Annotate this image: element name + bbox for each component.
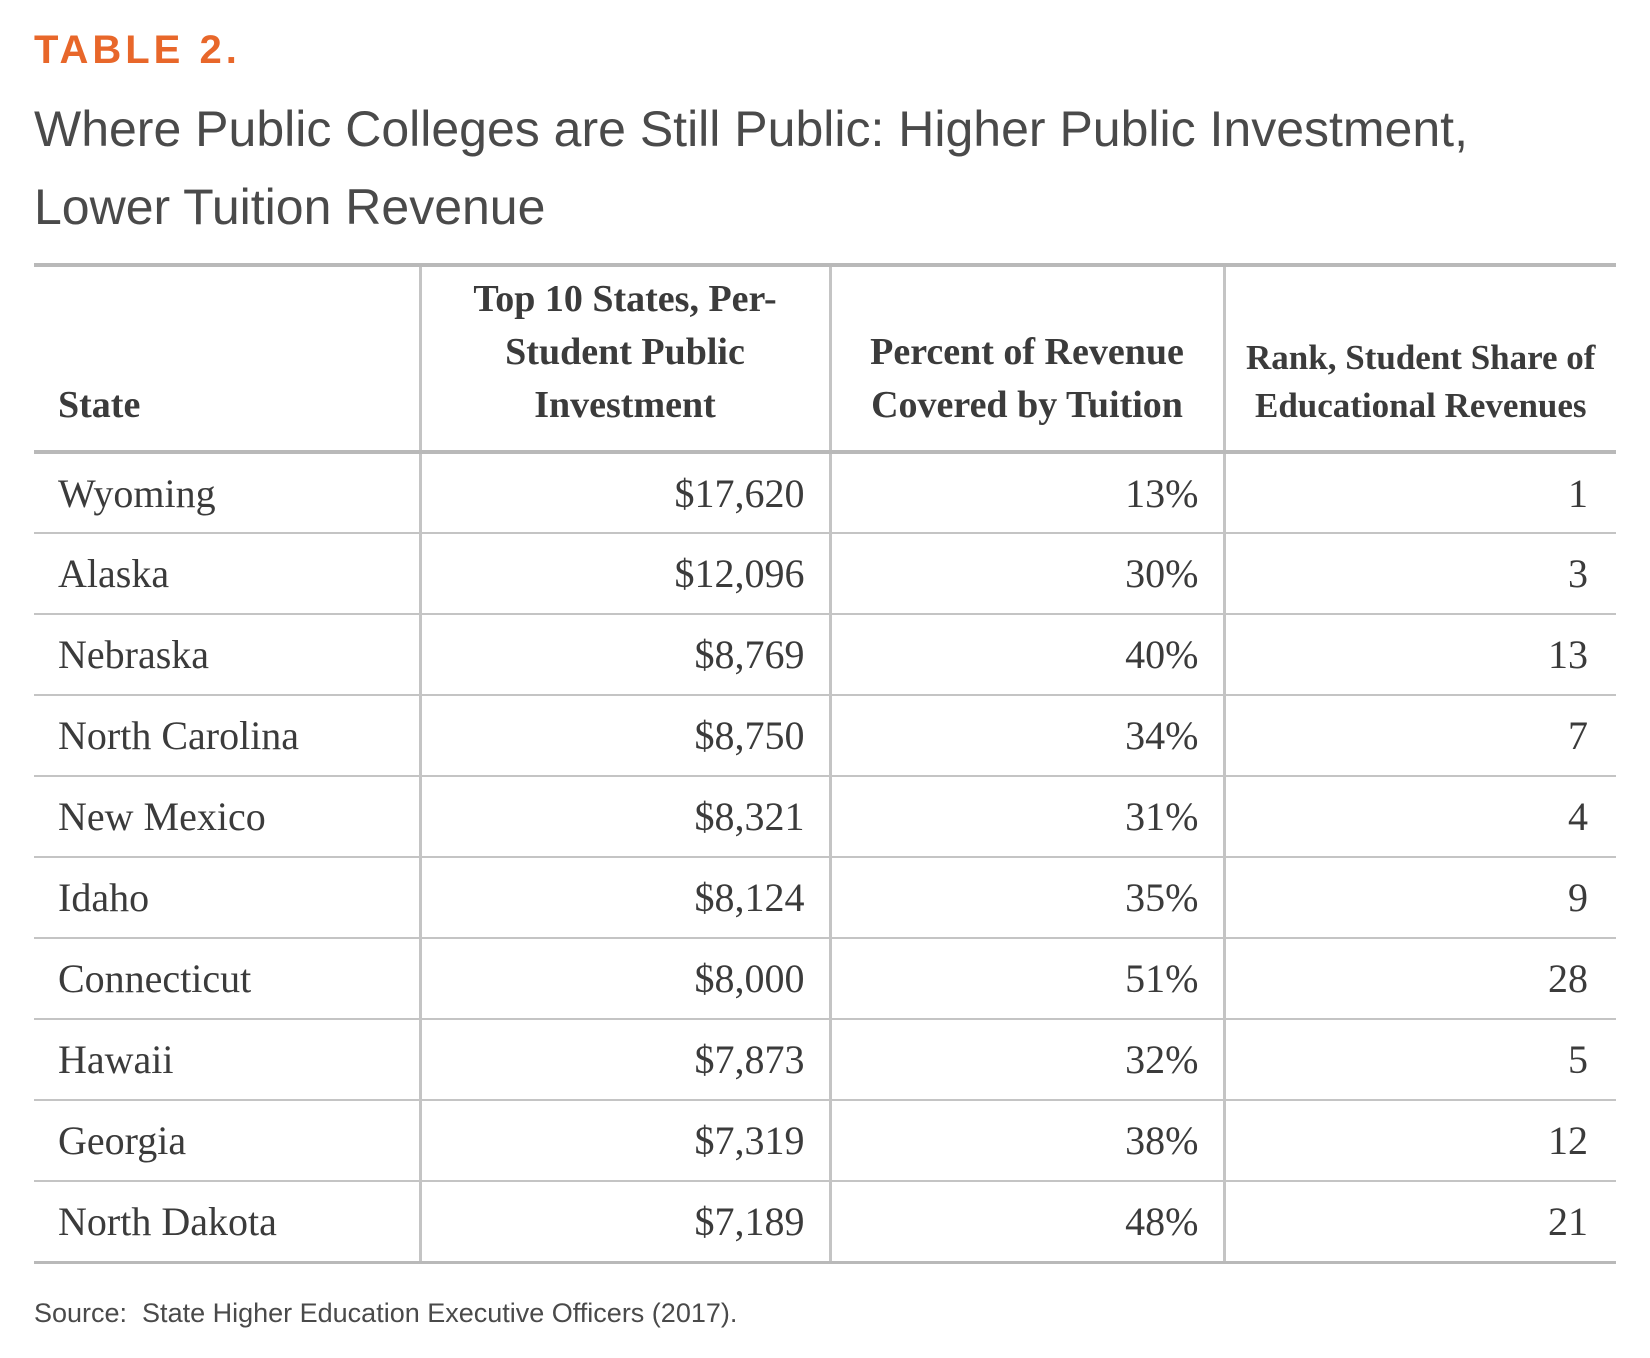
- table-row: Hawaii $7,873 32% 5: [34, 1019, 1616, 1101]
- cell-rank: 7: [1222, 695, 1616, 777]
- cell-state: Hawaii: [34, 1019, 420, 1101]
- cell-tuition-percent: 32%: [828, 1019, 1224, 1101]
- cell-investment: $8,321: [418, 776, 830, 858]
- cell-state: Nebraska: [34, 614, 420, 696]
- cell-tuition-percent: 35%: [828, 857, 1224, 939]
- table-row: North Dakota $7,189 48% 21: [34, 1181, 1616, 1264]
- column-header-state: State: [34, 263, 420, 454]
- cell-rank: 9: [1222, 857, 1616, 939]
- cell-rank: 5: [1222, 1019, 1616, 1101]
- table-row: New Mexico $8,321 31% 4: [34, 776, 1616, 858]
- cell-rank: 3: [1222, 533, 1616, 615]
- cell-investment: $8,750: [418, 695, 830, 777]
- cell-rank: 12: [1222, 1100, 1616, 1182]
- cell-investment: $17,620: [418, 452, 830, 534]
- cell-investment: $8,769: [418, 614, 830, 696]
- table-body: Wyoming $17,620 13% 1 Alaska $12,096 30%…: [34, 452, 1616, 1264]
- cell-state: New Mexico: [34, 776, 420, 858]
- cell-tuition-percent: 51%: [828, 938, 1224, 1020]
- cell-investment: $8,124: [418, 857, 830, 939]
- table-row: North Carolina $8,750 34% 7: [34, 695, 1616, 777]
- cell-tuition-percent: 40%: [828, 614, 1224, 696]
- table-row: Connecticut $8,000 51% 28: [34, 938, 1616, 1020]
- cell-state: Alaska: [34, 533, 420, 615]
- cell-rank: 28: [1222, 938, 1616, 1020]
- table-row: Georgia $7,319 38% 12: [34, 1100, 1616, 1182]
- table-header-row: State Top 10 States, Per-Student Public …: [34, 263, 1616, 454]
- table-title: Where Public Colleges are Still Public: …: [34, 101, 1468, 235]
- cell-investment: $7,189: [418, 1181, 830, 1264]
- cell-tuition-percent: 13%: [828, 452, 1224, 534]
- source-note: Source: State Higher Education Executive…: [34, 1298, 738, 1328]
- cell-tuition-percent: 30%: [828, 533, 1224, 615]
- cell-state: Idaho: [34, 857, 420, 939]
- cell-tuition-percent: 31%: [828, 776, 1224, 858]
- cell-rank: 1: [1222, 452, 1616, 534]
- cell-state: Wyoming: [34, 452, 420, 534]
- table-row: Wyoming $17,620 13% 1: [34, 452, 1616, 534]
- table-row: Idaho $8,124 35% 9: [34, 857, 1616, 939]
- cell-state: Connecticut: [34, 938, 420, 1020]
- cell-state: Georgia: [34, 1100, 420, 1182]
- cell-rank: 21: [1222, 1181, 1616, 1264]
- cell-rank: 4: [1222, 776, 1616, 858]
- cell-state: North Carolina: [34, 695, 420, 777]
- cell-investment: $8,000: [418, 938, 830, 1020]
- table-kicker: TABLE 2.: [34, 28, 241, 72]
- data-table-container: State Top 10 States, Per-Student Public …: [34, 263, 1616, 1264]
- cell-state: North Dakota: [34, 1181, 420, 1264]
- data-table: State Top 10 States, Per-Student Public …: [34, 263, 1616, 1264]
- cell-tuition-percent: 38%: [828, 1100, 1224, 1182]
- cell-tuition-percent: 34%: [828, 695, 1224, 777]
- cell-tuition-percent: 48%: [828, 1181, 1224, 1264]
- cell-rank: 13: [1222, 614, 1616, 696]
- column-header-tuition-percent: Percent of Revenue Covered by Tuition: [828, 263, 1224, 454]
- table-row: Alaska $12,096 30% 3: [34, 533, 1616, 615]
- cell-investment: $7,873: [418, 1019, 830, 1101]
- column-header-investment: Top 10 States, Per-Student Public Invest…: [418, 263, 830, 454]
- cell-investment: $7,319: [418, 1100, 830, 1182]
- table-row: Nebraska $8,769 40% 13: [34, 614, 1616, 696]
- cell-investment: $12,096: [418, 533, 830, 615]
- column-header-rank: Rank, Student Share of Educational Reven…: [1222, 263, 1616, 454]
